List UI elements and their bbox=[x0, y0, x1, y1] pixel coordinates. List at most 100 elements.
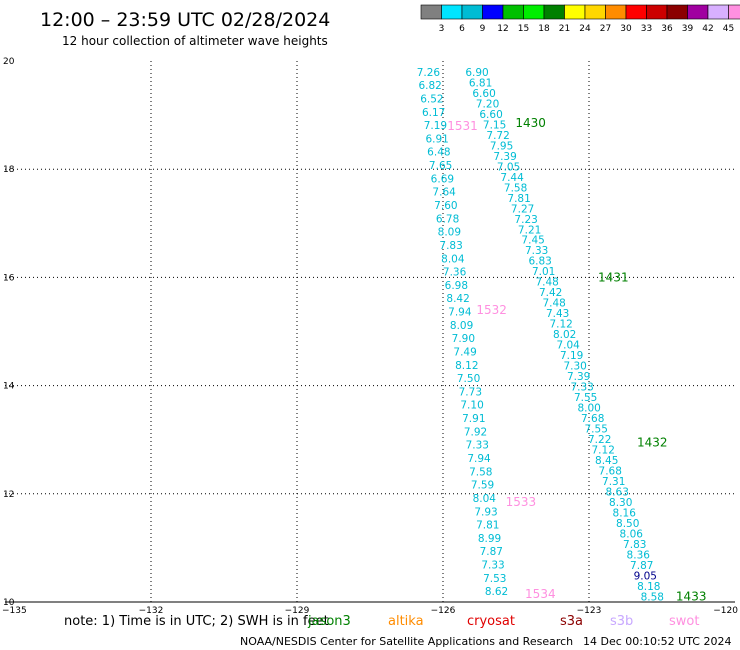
satellite-label: altika bbox=[388, 614, 424, 629]
data-point-label: 6.69 bbox=[431, 173, 454, 185]
chart-title: 12:00 – 23:59 UTC 02/28/2024 bbox=[40, 9, 330, 31]
satellite-label: s3a bbox=[560, 614, 583, 629]
legend-swatch bbox=[420, 4, 442, 20]
x-tick-label: −120 bbox=[713, 606, 738, 616]
legend-label: 33 bbox=[641, 24, 652, 34]
data-point-label: 6.60 bbox=[472, 88, 495, 100]
data-point-label: 7.83 bbox=[439, 240, 462, 252]
data-point-label: 6.78 bbox=[436, 213, 459, 225]
data-point-label: 7.12 bbox=[592, 445, 615, 457]
legend-label: 6 bbox=[459, 24, 465, 34]
data-point-label: 7.73 bbox=[459, 386, 482, 398]
data-point-label: 7.59 bbox=[471, 480, 494, 492]
data-point-label: 7.04 bbox=[556, 340, 580, 352]
data-point-label: 8.18 bbox=[637, 581, 660, 593]
satellite-label: swot bbox=[669, 614, 699, 629]
plot-area: −135 −132 −129 −126 −123 −120 10 12 14 16 18 20 7.2… bbox=[2, 57, 738, 616]
legend-label: 27 bbox=[600, 24, 611, 34]
legend-label: 9 bbox=[480, 24, 486, 34]
data-point-label: 6.60 bbox=[479, 109, 502, 121]
legend-swatch bbox=[482, 4, 504, 20]
data-point-label: 7.01 bbox=[532, 266, 555, 278]
data-point-label: 7.15 bbox=[483, 119, 506, 131]
data-point-label: 7.45 bbox=[521, 235, 544, 247]
pass-label: 1431 bbox=[598, 270, 629, 284]
data-point-label: 7.39 bbox=[567, 371, 590, 383]
data-point-label: 6.81 bbox=[469, 77, 492, 89]
data-point-label: 6.83 bbox=[528, 256, 551, 268]
legend-label: 42 bbox=[702, 24, 713, 34]
data-point-label: 7.31 bbox=[602, 476, 625, 488]
legend-swatch bbox=[523, 4, 545, 20]
legend-swatch bbox=[564, 4, 586, 20]
data-point-label: 6.98 bbox=[445, 280, 468, 292]
legend-label: 18 bbox=[538, 24, 550, 34]
legend-swatch bbox=[605, 4, 627, 20]
data-point-label: 8.09 bbox=[438, 227, 461, 239]
legend-label: 36 bbox=[661, 24, 673, 34]
legend-label: 15 bbox=[518, 24, 529, 34]
pass-label: 1432 bbox=[637, 435, 668, 449]
data-point-label: 7.19 bbox=[424, 120, 447, 132]
legend-swatch bbox=[728, 4, 740, 20]
satellite-legend: jason3 altika cryosat s3a s3b swot bbox=[307, 614, 699, 629]
data-point-label: 7.87 bbox=[480, 546, 503, 558]
data-point-label: 7.55 bbox=[574, 392, 597, 404]
data-point-label: 7.90 bbox=[452, 333, 475, 345]
data-point-label: 7.33 bbox=[570, 382, 593, 394]
data-point-label: 7.94 bbox=[467, 453, 491, 465]
y-tick-label: 20 bbox=[3, 57, 15, 67]
x-tick-label: −135 bbox=[2, 606, 27, 616]
data-point-label: 8.04 bbox=[473, 493, 497, 505]
y-tick-label: 14 bbox=[3, 382, 15, 392]
data-point-label: 7.43 bbox=[546, 308, 569, 320]
data-point-label: 8.45 bbox=[595, 455, 618, 467]
data-point-label: 7.48 bbox=[535, 277, 558, 289]
data-point-label: 7.50 bbox=[457, 373, 480, 385]
legend-label: 30 bbox=[620, 24, 632, 34]
y-tick-label: 12 bbox=[3, 490, 14, 500]
data-point-label: 8.09 bbox=[450, 320, 473, 332]
satellite-label: jason3 bbox=[307, 614, 351, 629]
data-point-label: 7.44 bbox=[500, 172, 524, 184]
data-point-label: 7.58 bbox=[469, 466, 492, 478]
data-point-label: 7.42 bbox=[539, 287, 562, 299]
legend-label: 3 bbox=[439, 24, 445, 34]
legend-label: 45 bbox=[723, 24, 734, 34]
legend-label: 24 bbox=[579, 24, 591, 34]
legend-swatch bbox=[441, 4, 463, 20]
data-point-label: 8.62 bbox=[485, 586, 508, 598]
data-point-label: 7.22 bbox=[588, 434, 611, 446]
data-point-label: 8.30 bbox=[609, 497, 632, 509]
data-point-label: 7.30 bbox=[563, 361, 586, 373]
legend-swatch bbox=[646, 4, 668, 20]
x-tick-label: −126 bbox=[431, 606, 456, 616]
data-point-label: 7.21 bbox=[518, 224, 541, 236]
data-point-label: 8.50 bbox=[616, 518, 639, 530]
data-point-label: 7.81 bbox=[476, 520, 499, 532]
x-tick-label: −132 bbox=[139, 606, 164, 616]
data-point-label: 6.90 bbox=[465, 67, 488, 79]
data-point-label: 7.36 bbox=[443, 267, 467, 279]
data-point-label: 6.52 bbox=[420, 93, 443, 105]
data-point-label: 7.19 bbox=[560, 350, 583, 362]
footer-timestamp: 14 Dec 00:10:52 UTC 2024 bbox=[583, 635, 731, 648]
data-point-label: 6.82 bbox=[418, 80, 441, 92]
satellite-label: s3b bbox=[610, 614, 633, 629]
data-point-label: 8.04 bbox=[441, 253, 465, 265]
data-point-label: 7.27 bbox=[511, 203, 534, 215]
pass-label: 1534 bbox=[525, 587, 556, 601]
data-point-label: 7.53 bbox=[483, 573, 506, 585]
y-tick-label: 16 bbox=[3, 273, 15, 283]
satellite-label: cryosat bbox=[467, 614, 515, 629]
data-point-label: 8.16 bbox=[613, 508, 637, 520]
data-point-label: 7.33 bbox=[481, 560, 504, 572]
data-point-label: 7.20 bbox=[476, 98, 499, 110]
data-point-label: 6.91 bbox=[425, 133, 448, 145]
data-point-label: 7.10 bbox=[460, 400, 483, 412]
data-point-label: 7.26 bbox=[417, 67, 441, 79]
data-point-label: 7.93 bbox=[474, 506, 497, 518]
data-point-label: 7.72 bbox=[486, 130, 509, 142]
pass-label: 1532 bbox=[476, 303, 507, 317]
data-point-label: 7.87 bbox=[630, 560, 653, 572]
